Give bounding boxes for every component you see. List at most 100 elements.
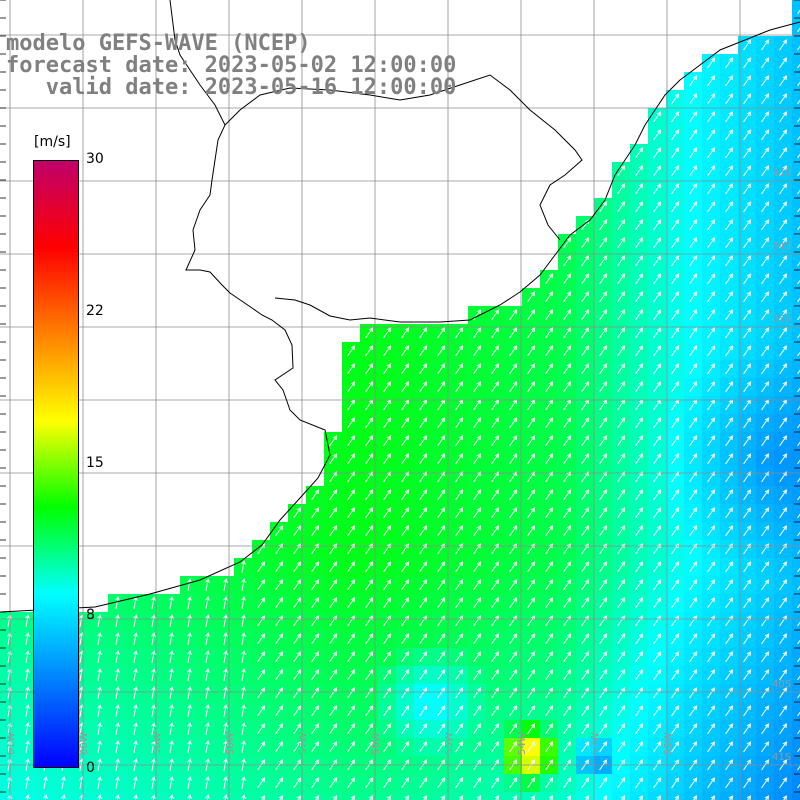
wind-arrow — [707, 363, 716, 375]
wind-cell — [792, 306, 800, 324]
wind-arrow — [455, 687, 464, 699]
wind-cell — [450, 792, 468, 800]
wind-arrow — [779, 363, 788, 375]
wind-arrow — [311, 741, 320, 753]
wind-arrow — [527, 345, 536, 357]
wind-arrow — [473, 327, 482, 339]
wind-arrow — [725, 579, 734, 591]
wind-arrow — [635, 201, 644, 213]
wind-arrow — [509, 525, 518, 537]
wind-arrow — [97, 722, 102, 735]
wind-arrow — [779, 579, 788, 591]
longitude-label: 61W — [6, 732, 17, 755]
colorbar-tick-0: 0 — [86, 760, 95, 776]
wind-arrow — [761, 723, 770, 735]
wind-arrow — [671, 183, 680, 195]
colorbar — [33, 160, 79, 768]
wind-arrow — [205, 776, 210, 789]
wind-arrow — [383, 363, 392, 375]
wind-arrow — [365, 525, 374, 537]
wind-arrow — [725, 417, 734, 429]
wind-arrow — [491, 651, 500, 663]
wind-arrow — [797, 63, 800, 69]
wind-arrow — [635, 669, 644, 681]
wind-cell — [792, 54, 800, 72]
wind-arrow — [653, 705, 662, 717]
wind-arrow — [563, 345, 572, 357]
wind-arrow — [383, 723, 392, 735]
wind-arrow — [401, 345, 410, 357]
wind-arrow — [527, 651, 536, 663]
wind-arrow — [617, 363, 626, 375]
wind-arrow — [491, 687, 500, 699]
wind-arrow — [761, 237, 770, 249]
wind-arrow — [419, 777, 428, 789]
wind-arrow — [509, 669, 518, 681]
wind-arrow — [761, 525, 770, 537]
wind-arrow — [671, 723, 680, 735]
wind-arrow — [275, 741, 284, 753]
wind-arrow — [347, 345, 356, 357]
wind-arrow — [133, 632, 138, 645]
wind-arrow — [401, 669, 410, 681]
wind-arrow — [653, 219, 662, 231]
wind-arrow — [707, 741, 716, 753]
wind-arrow — [545, 579, 554, 591]
wind-arrow — [419, 525, 428, 537]
wind-arrow — [761, 93, 770, 105]
wind-arrow — [509, 723, 518, 735]
wind-arrow — [115, 632, 120, 645]
wind-arrow — [491, 669, 500, 681]
wind-arrow — [169, 704, 174, 717]
wind-arrow — [545, 381, 554, 393]
wind-arrow — [761, 741, 770, 753]
wind-arrow — [743, 489, 752, 501]
wind-arrow — [761, 561, 770, 573]
wind-arrow — [689, 723, 698, 735]
wind-arrow — [725, 57, 734, 69]
wind-arrow — [169, 668, 174, 681]
wind-arrow — [223, 704, 228, 717]
wind-arrow — [365, 345, 374, 357]
wind-arrow — [617, 723, 626, 735]
wind-arrow — [383, 417, 392, 429]
wind-arrow — [671, 147, 680, 159]
wind-arrow — [545, 489, 554, 501]
wind-arrow — [707, 669, 716, 681]
wind-arrow — [617, 579, 626, 591]
wind-arrow — [743, 201, 752, 213]
wind-cell — [594, 792, 612, 800]
wind-arrow — [725, 129, 734, 141]
wind-arrow — [97, 614, 102, 627]
longitude-label: 55W — [444, 732, 455, 755]
wind-arrow — [473, 345, 482, 357]
wind-arrow — [782, 795, 788, 800]
wind-arrow — [401, 525, 410, 537]
wind-arrow — [115, 794, 120, 800]
wind-arrow — [728, 795, 734, 800]
wind-arrow — [797, 117, 800, 123]
wind-arrow — [509, 741, 518, 753]
wind-arrow — [599, 705, 608, 717]
wind-arrow — [779, 39, 788, 51]
wind-arrow — [512, 795, 518, 800]
wind-arrow — [473, 705, 482, 717]
wind-cell — [378, 792, 396, 800]
wind-arrow — [545, 363, 554, 375]
wind-arrow — [707, 489, 716, 501]
wind-arrow — [779, 255, 788, 267]
wind-arrow — [743, 237, 752, 249]
wind-arrow — [581, 705, 590, 717]
wind-arrow — [707, 147, 716, 159]
wind-arrow — [347, 453, 356, 465]
wind-arrow — [257, 597, 266, 609]
wind-arrow — [635, 741, 644, 753]
wind-arrow — [599, 525, 608, 537]
wind-arrow — [491, 435, 500, 447]
title-valid-date: valid date: 2023-05-16 12:00:00 — [6, 75, 457, 100]
wind-arrow — [347, 705, 356, 717]
wind-arrow — [257, 741, 266, 753]
wind-cell — [792, 324, 800, 342]
longitude-labels: 61W 60W 56W 58W 57W 56W 55W 54W 53W 52W — [6, 732, 674, 755]
wind-arrow — [187, 596, 192, 609]
